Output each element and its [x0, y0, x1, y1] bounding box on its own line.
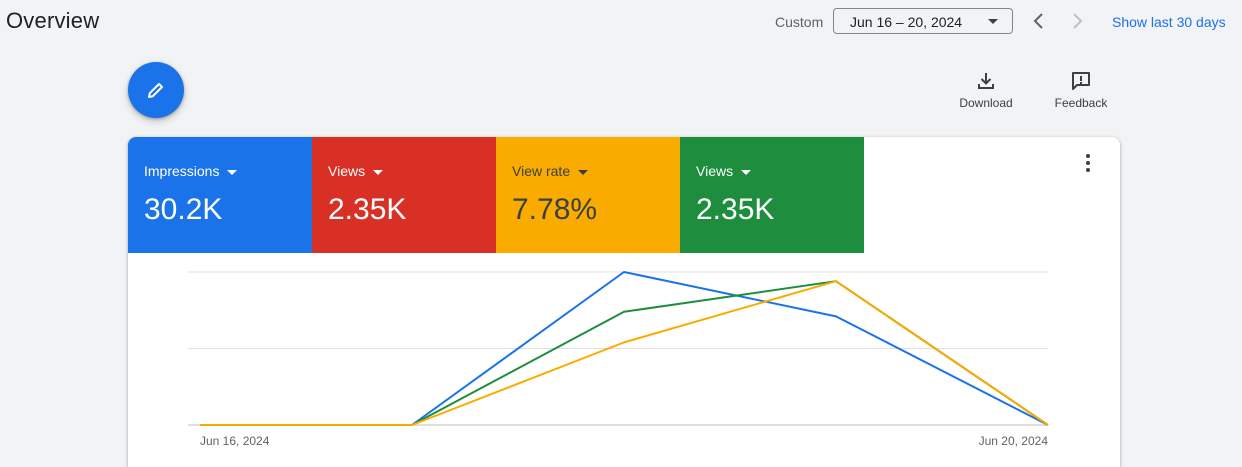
metric-value: 2.35K [328, 193, 407, 226]
dropdown-caret-icon [578, 169, 589, 175]
x-tick-label: Jun 16, 2024 [200, 434, 270, 448]
more-options-button[interactable] [1078, 151, 1098, 175]
metric-label: Impressions [144, 163, 238, 179]
page-title: Overview [6, 8, 100, 33]
date-range-value: Jun 16 – 20, 2024 [850, 14, 963, 30]
metric-value: 30.2K [144, 193, 223, 226]
dropdown-caret-icon [741, 169, 752, 175]
series-line-2 [200, 280, 1049, 426]
metric-value: 7.78% [512, 193, 598, 226]
next-period-button[interactable] [1066, 10, 1088, 32]
date-range-select[interactable]: Jun 16 – 20, 2024 [833, 8, 1013, 34]
metric-tile-views[interactable]: Views 2.35K [312, 137, 496, 253]
metric-tile-view-rate[interactable]: View rate 7.78% [496, 137, 680, 253]
feedback-label: Feedback [1054, 96, 1108, 110]
pencil-icon [148, 83, 163, 98]
range-type-label: Custom [775, 14, 824, 30]
dropdown-caret-icon [227, 169, 238, 175]
edit-button[interactable] [128, 62, 184, 118]
metric-label: Views [696, 163, 752, 179]
show-last-30-days-link[interactable]: Show last 30 days [1112, 14, 1226, 30]
download-label: Download [959, 96, 1013, 110]
dropdown-caret-icon [373, 169, 384, 175]
metric-label: Views [328, 163, 384, 179]
chevron-right-icon [1073, 13, 1083, 29]
feedback-icon [1072, 72, 1090, 90]
more-vert-icon [1086, 154, 1090, 172]
metric-tile-impressions[interactable]: Impressions 30.2K [128, 137, 312, 253]
dropdown-caret-icon [988, 19, 998, 24]
x-tick-label: Jun 20, 2024 [979, 434, 1049, 448]
download-button[interactable]: Download [950, 70, 1022, 110]
download-icon [978, 73, 994, 89]
series-line-3 [200, 280, 1049, 426]
previous-period-button[interactable] [1028, 10, 1050, 32]
line-chart: Jun 16, 2024 Jun 20, 2024 [188, 271, 1049, 448]
metric-tile-views-2[interactable]: Views 2.35K [680, 137, 864, 253]
feedback-button[interactable]: Feedback [1046, 70, 1116, 110]
performance-card: Impressions 30.2K Views 2.35K View rate … [128, 137, 1120, 467]
metric-value: 2.35K [696, 193, 775, 226]
metric-label: View rate [512, 163, 589, 179]
chevron-left-icon [1033, 13, 1043, 29]
